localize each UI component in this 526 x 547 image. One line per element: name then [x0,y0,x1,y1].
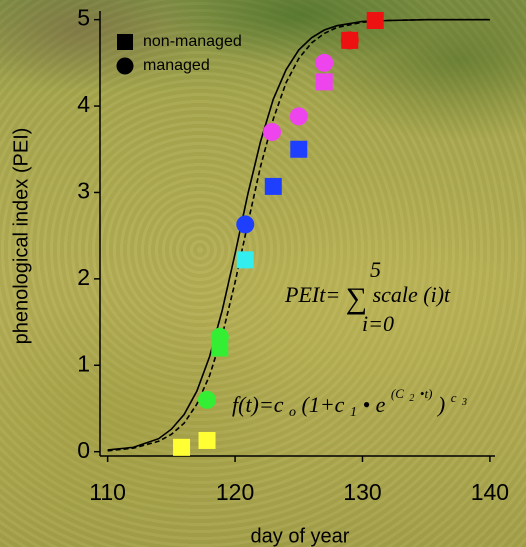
equation-part: (i)t [423,282,451,307]
marker-circle [315,54,333,72]
y-axis-label: phenological index (PEI) [10,128,32,345]
marker-circle [211,328,229,346]
y-tick-label: 1 [77,350,90,376]
x-tick-label: 110 [89,479,126,505]
equation-part: ) [436,392,445,417]
marker-circle [198,391,216,409]
marker-circle [117,58,134,75]
equation-part: scale [373,282,418,307]
equation: f(t)=c o (1+c 1 • e (C 2 •t) ) c 3 [232,380,467,423]
marker-square [237,251,254,268]
marker-circle [263,123,281,141]
y-tick-label: 3 [77,178,90,204]
equation-part: f(t)=c [232,392,284,417]
marker-square [173,439,190,456]
x-axis-label: day of year [251,525,350,547]
equation-part: 5 [370,257,381,282]
y-tick-label: 0 [77,437,90,463]
page: day of year phenological index (PEI) PEI… [0,0,526,547]
marker-circle [236,215,254,233]
equation-part: o [289,405,296,420]
equation-part: • e [362,392,385,417]
y-tick-label: 2 [77,264,90,290]
equation: PEIt= ∑ scale (i)t [284,282,451,315]
equation-part: 1 [350,405,357,420]
marker-square [199,432,216,449]
equation-part: 3 [461,397,467,408]
marker-square [367,12,384,29]
marker-circle [341,31,359,49]
x-tick-label: 130 [343,479,381,505]
equation-part: ∑ [346,282,367,315]
equation-part: i=0 [362,311,394,336]
marker-square [265,178,282,195]
legend-label: non-managed [143,33,242,50]
y-tick-label: 5 [77,5,90,31]
marker-square [290,141,307,158]
equation-part: (1+c [302,392,345,417]
marker-square [117,34,133,50]
x-tick-label: 140 [471,479,509,505]
equation-part: c [451,390,457,405]
marker-square [316,73,333,90]
equation-part: PEIt= [284,282,340,307]
y-tick-label: 4 [77,91,90,117]
legend-label: managed [143,57,210,74]
chart: day of year phenological index (PEI) PEI… [0,0,526,547]
x-tick-label: 120 [216,479,254,505]
equation-part: •t) [420,386,433,401]
equation-part: (C [391,386,404,401]
marker-circle [290,107,308,125]
equation-part: 2 [409,393,414,404]
